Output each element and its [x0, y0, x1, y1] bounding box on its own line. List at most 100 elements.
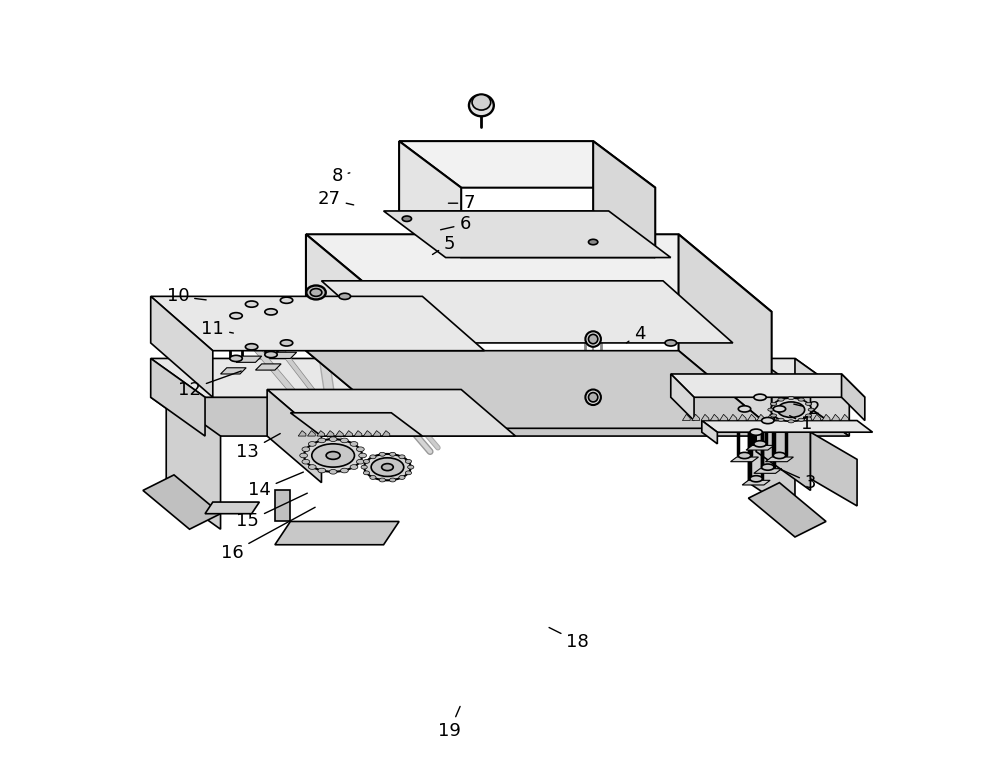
- Ellipse shape: [738, 406, 751, 412]
- Polygon shape: [382, 431, 390, 436]
- Ellipse shape: [762, 418, 774, 424]
- Polygon shape: [151, 296, 213, 397]
- Polygon shape: [671, 374, 865, 397]
- Ellipse shape: [379, 478, 385, 482]
- Ellipse shape: [312, 444, 354, 467]
- Polygon shape: [205, 502, 259, 513]
- Text: 13: 13: [236, 434, 280, 460]
- Polygon shape: [151, 358, 205, 436]
- Text: 14: 14: [248, 472, 303, 499]
- Polygon shape: [326, 431, 334, 436]
- Ellipse shape: [356, 447, 364, 452]
- Polygon shape: [671, 374, 694, 421]
- Polygon shape: [729, 414, 737, 421]
- Ellipse shape: [773, 453, 786, 459]
- Ellipse shape: [402, 216, 412, 221]
- Polygon shape: [748, 390, 795, 513]
- Polygon shape: [384, 211, 671, 258]
- Polygon shape: [399, 211, 655, 258]
- Polygon shape: [221, 368, 246, 374]
- Ellipse shape: [356, 460, 364, 464]
- Ellipse shape: [754, 441, 766, 447]
- Ellipse shape: [771, 414, 777, 417]
- Text: 5: 5: [432, 234, 455, 255]
- Ellipse shape: [350, 442, 358, 446]
- Polygon shape: [842, 374, 865, 421]
- Ellipse shape: [808, 408, 814, 411]
- Ellipse shape: [329, 437, 337, 442]
- Ellipse shape: [308, 465, 316, 469]
- Ellipse shape: [245, 344, 258, 350]
- Text: 3: 3: [778, 468, 816, 492]
- Polygon shape: [345, 431, 353, 436]
- Ellipse shape: [798, 398, 804, 401]
- Ellipse shape: [585, 390, 601, 405]
- Polygon shape: [307, 431, 315, 436]
- Polygon shape: [373, 431, 380, 436]
- Ellipse shape: [469, 94, 494, 116]
- Ellipse shape: [359, 453, 366, 458]
- Polygon shape: [267, 390, 516, 436]
- Ellipse shape: [370, 475, 376, 479]
- Ellipse shape: [778, 418, 784, 421]
- Polygon shape: [692, 414, 699, 421]
- Ellipse shape: [773, 406, 786, 412]
- Ellipse shape: [390, 453, 396, 456]
- Text: 19: 19: [438, 707, 461, 740]
- Ellipse shape: [762, 464, 774, 471]
- Ellipse shape: [310, 288, 322, 296]
- Ellipse shape: [588, 239, 598, 245]
- Polygon shape: [298, 431, 306, 436]
- Text: 27: 27: [318, 190, 354, 208]
- Ellipse shape: [750, 476, 762, 482]
- Polygon shape: [785, 414, 793, 421]
- Ellipse shape: [318, 438, 326, 442]
- Ellipse shape: [588, 334, 598, 344]
- Polygon shape: [720, 414, 727, 421]
- Polygon shape: [399, 141, 655, 188]
- Polygon shape: [742, 481, 770, 485]
- Polygon shape: [765, 457, 793, 462]
- Text: 15: 15: [236, 493, 307, 530]
- Polygon shape: [794, 414, 802, 421]
- Ellipse shape: [361, 465, 367, 469]
- Text: 18: 18: [549, 628, 589, 650]
- Ellipse shape: [588, 393, 598, 402]
- Ellipse shape: [308, 442, 316, 446]
- Text: 2: 2: [794, 400, 820, 418]
- Ellipse shape: [805, 402, 812, 405]
- Text: 1: 1: [790, 415, 812, 433]
- Polygon shape: [776, 414, 783, 421]
- Polygon shape: [271, 352, 297, 358]
- Polygon shape: [756, 358, 810, 491]
- Polygon shape: [166, 397, 221, 529]
- Ellipse shape: [280, 297, 293, 303]
- Polygon shape: [746, 446, 774, 450]
- Polygon shape: [354, 431, 362, 436]
- Polygon shape: [306, 351, 772, 428]
- Ellipse shape: [777, 402, 805, 418]
- Ellipse shape: [230, 355, 242, 361]
- Ellipse shape: [265, 308, 277, 315]
- Ellipse shape: [405, 471, 412, 474]
- Ellipse shape: [754, 394, 766, 400]
- Ellipse shape: [339, 293, 351, 299]
- Ellipse shape: [280, 340, 293, 346]
- Ellipse shape: [788, 397, 794, 400]
- Polygon shape: [804, 414, 811, 421]
- Ellipse shape: [370, 455, 376, 459]
- Ellipse shape: [302, 447, 310, 452]
- Ellipse shape: [341, 468, 348, 473]
- Ellipse shape: [304, 439, 362, 472]
- Polygon shape: [701, 414, 709, 421]
- Polygon shape: [754, 469, 782, 474]
- Polygon shape: [757, 414, 765, 421]
- Polygon shape: [317, 431, 325, 436]
- Ellipse shape: [778, 398, 784, 401]
- Ellipse shape: [585, 331, 601, 347]
- Polygon shape: [290, 413, 422, 436]
- Ellipse shape: [341, 438, 348, 442]
- Polygon shape: [841, 414, 849, 421]
- Ellipse shape: [363, 460, 370, 464]
- Polygon shape: [810, 432, 857, 506]
